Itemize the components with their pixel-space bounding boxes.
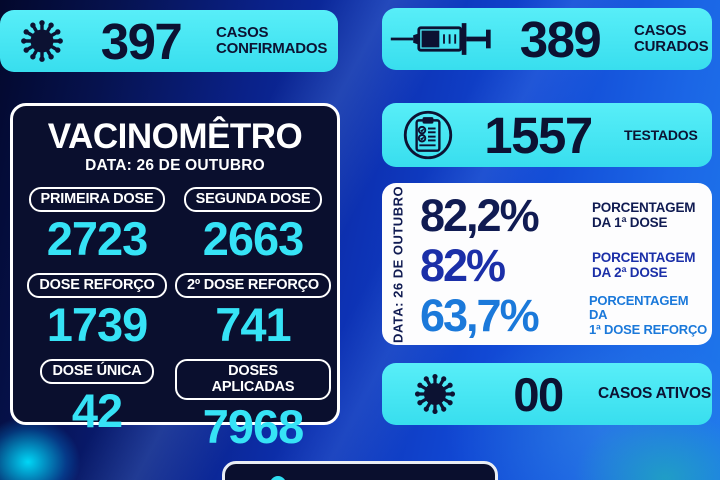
dose-value: 2663 — [202, 212, 305, 265]
dose-cell-2-reforco: 2º DOSE REFORÇO 741 — [175, 273, 331, 348]
vacinometro-date: DATA: 26 DE OUTUBRO — [85, 157, 265, 174]
confirmed-label: CASOS CONFIRMADOS — [216, 24, 328, 57]
dose-value: 7968 — [202, 400, 305, 453]
tested-card: 1557 TESTADOS — [382, 103, 712, 167]
syringe-icon — [390, 23, 491, 55]
dose-label: DOSES APLICADAS — [175, 359, 331, 400]
dose-cell-reforco: DOSE REFORÇO 1739 — [19, 273, 175, 348]
bottom-panel — [222, 461, 498, 480]
dose-value: 2723 — [46, 212, 149, 265]
dose-label: DOSE REFORÇO — [27, 273, 167, 298]
tested-count: 1557 — [484, 106, 593, 164]
dose-cell-aplicadas: DOSES APLICADAS 7968 — [175, 359, 331, 450]
vacinometro-title: VACINOMÊTRO — [47, 117, 303, 156]
pct-value: 63,7% — [420, 290, 540, 341]
dose-label: DOSE ÚNICA — [40, 359, 154, 384]
active-cases-card: 00 CASOS ATIVOS — [382, 363, 712, 425]
dose-label: PRIMEIRA DOSE — [28, 187, 166, 212]
pct-row-booster-dose: 63,7% PORCENTAGEM DA 1ª DOSE REFORÇO — [420, 291, 708, 340]
virus-icon — [412, 371, 458, 417]
vacinometro-panel: VACINOMÊTRO DATA: 26 DE OUTUBRO PRIMEIRA… — [10, 103, 340, 450]
dose-value: 741 — [215, 298, 291, 351]
dose-cell-primeira: PRIMEIRA DOSE 2723 — [19, 187, 175, 262]
confirmed-cases-card: 397 CASOS CONFIRMADOS — [0, 10, 338, 72]
cured-cases-card: 389 CASOS CURADOS — [382, 8, 712, 70]
dose-value: 42 — [71, 384, 123, 437]
percentages-panel: DATA: 26 DE OUTUBRO 82,2% PORCENTAGEM DA… — [382, 183, 712, 345]
dose-cell-unica: DOSE ÚNICA 42 — [19, 359, 175, 450]
dose-label: 2º DOSE REFORÇO — [175, 273, 331, 298]
pct-value: 82,2% — [420, 190, 540, 241]
virus-icon — [18, 17, 66, 65]
pct-value: 82% — [420, 240, 506, 291]
pct-label: PORCENTAGEM DA 1ª DOSE — [592, 199, 696, 230]
clipboard-icon — [403, 110, 453, 160]
pct-label: PORCENTAGEM DA 2ª DOSE — [592, 249, 696, 280]
dose-label: SEGUNDA DOSE — [183, 187, 323, 212]
confirmed-count: 397 — [100, 12, 183, 70]
active-count: 00 — [513, 367, 564, 421]
active-label: CASOS ATIVOS — [598, 384, 712, 402]
cured-count: 389 — [519, 10, 602, 68]
pct-row-first-dose: 82,2% PORCENTAGEM DA 1ª DOSE — [420, 191, 708, 240]
dose-cell-segunda: SEGUNDA DOSE 2663 — [175, 187, 331, 262]
people-icon — [271, 476, 285, 480]
tested-label: TESTADOS — [624, 126, 698, 143]
dose-grid: PRIMEIRA DOSE 2723 SEGUNDA DOSE 2663 DOS… — [13, 187, 337, 450]
pct-row-second-dose: 82% PORCENTAGEM DA 2ª DOSE — [420, 241, 708, 290]
percentages-rows: 82,2% PORCENTAGEM DA 1ª DOSE 82% PORCENT… — [420, 191, 708, 341]
dose-value: 1739 — [46, 298, 149, 351]
cured-label: CASOS CURADOS — [634, 22, 709, 55]
percentages-vertical-date: DATA: 26 DE OUTUBRO — [390, 185, 406, 343]
pct-label: PORCENTAGEM DA 1ª DOSE REFORÇO — [588, 293, 708, 337]
